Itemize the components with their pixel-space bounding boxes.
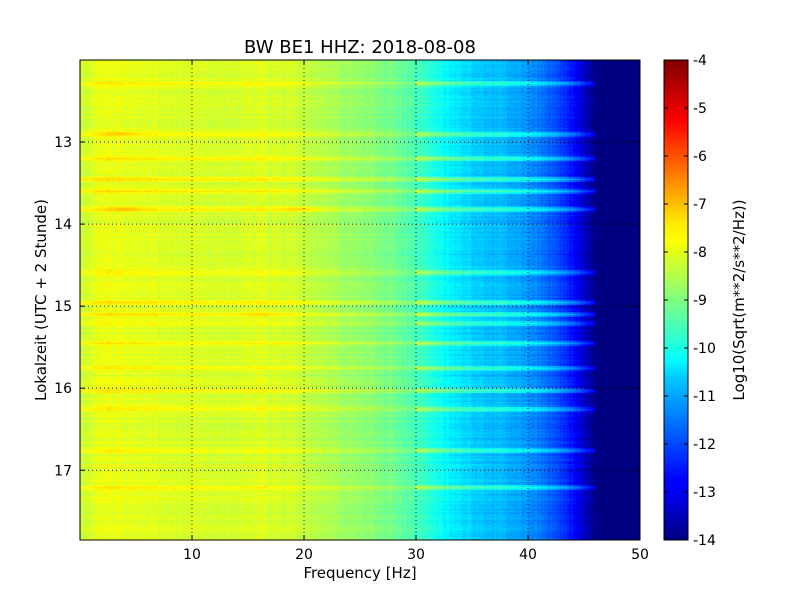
- colorbar-tick-label: -6: [693, 149, 707, 165]
- colorbar-tick-label: -13: [693, 485, 716, 501]
- y-tick-label: 17: [54, 463, 72, 479]
- x-axis-ticks: 10 20 30 40 50: [183, 60, 649, 563]
- x-tick-label: 20: [295, 547, 313, 563]
- x-tick-label: 10: [183, 547, 201, 563]
- y-tick-label: 16: [54, 381, 72, 397]
- colorbar-tick-label: -7: [693, 197, 707, 213]
- colorbar-label: Log10(Sqrt(m**2/s**2/Hz)): [730, 199, 748, 400]
- colorbar-tick-label: -12: [693, 437, 716, 453]
- y-tick-label: 15: [54, 299, 72, 315]
- colorbar-tick-label: -14: [693, 533, 716, 549]
- x-axis-label: Frequency [Hz]: [303, 564, 416, 582]
- colorbar-tick-label: -10: [693, 341, 716, 357]
- colorbar-tick-label: -8: [693, 245, 707, 261]
- grid-lines: [80, 60, 640, 540]
- colorbar: -4 -5 -6 -7 -8 -9 -10 -11 -12 -13 -14: [663, 53, 716, 549]
- y-axis-ticks: 13 14 15 16 17: [54, 135, 640, 479]
- x-tick-label: 50: [631, 547, 649, 563]
- colorbar-tick-label: -4: [693, 53, 707, 69]
- colorbar-ticks: -4 -5 -6 -7 -8 -9 -10 -11 -12 -13 -14: [664, 53, 716, 549]
- plot-frame: [79, 59, 641, 541]
- x-tick-label: 30: [407, 547, 425, 563]
- heatmap-plot: 10 20 30 40 50 13 14 15 16 17: [54, 59, 649, 563]
- y-tick-label: 14: [54, 217, 72, 233]
- colorbar-tick-label: -5: [693, 101, 707, 117]
- heatmap-image-container: [80, 60, 640, 540]
- colorbar-tick-label: -11: [693, 389, 716, 405]
- y-tick-label: 13: [54, 135, 72, 151]
- heatmap-image: [80, 60, 640, 540]
- colorbar-tick-label: -9: [693, 293, 707, 309]
- chart-title: BW BE1 HHZ: 2018-08-08: [244, 37, 476, 58]
- y-axis-label: Lokalzeit (UTC + 2 Stunde): [32, 199, 50, 401]
- x-tick-label: 40: [519, 547, 537, 563]
